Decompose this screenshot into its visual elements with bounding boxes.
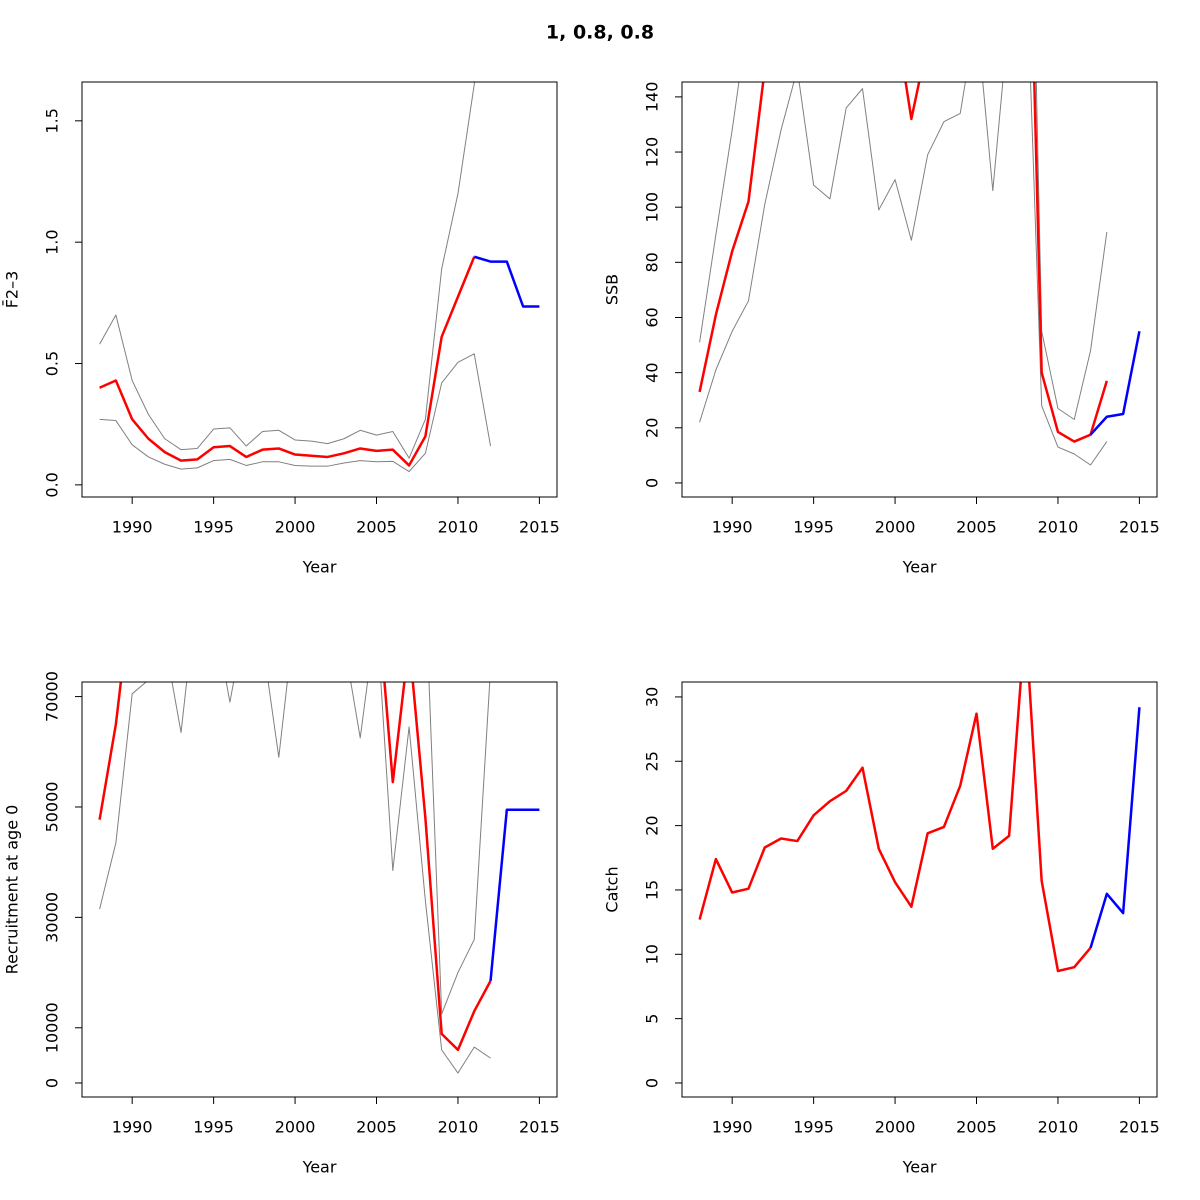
x-tick-label: 2015 — [1119, 1118, 1160, 1137]
y-tick-label: 120 — [643, 137, 662, 168]
y-tick-label: 50000 — [43, 782, 62, 833]
series-line — [99, 82, 475, 459]
x-tick-label: 1990 — [712, 518, 753, 537]
figure-title: 1, 0.8, 0.8 — [546, 22, 654, 44]
plot-area — [698, 82, 1141, 466]
x-tick-label: 2015 — [519, 518, 560, 537]
y-axis-label: SSB — [603, 274, 622, 305]
series-line — [99, 682, 491, 1074]
x-tick-label: 2010 — [438, 518, 479, 537]
series-line — [698, 682, 1092, 973]
series-line — [489, 808, 540, 981]
plot-area — [698, 682, 1141, 973]
x-tick-label: 1995 — [193, 518, 234, 537]
x-tick-label: 1990 — [712, 1118, 753, 1137]
x-tick-label: 1990 — [112, 518, 153, 537]
x-tick-label: 1990 — [112, 1118, 153, 1137]
y-tick-label: 0.5 — [43, 351, 62, 376]
x-tick-label: 2000 — [275, 1118, 316, 1137]
x-tick-label: 2010 — [1038, 1118, 1079, 1137]
y-tick-label: 30 — [643, 687, 662, 707]
y-tick-label: 80 — [643, 252, 662, 272]
series-line — [1089, 707, 1141, 949]
x-tick-label: 2015 — [519, 1118, 560, 1137]
x-tick-label: 2005 — [356, 1118, 397, 1137]
x-tick-label: 2005 — [956, 1118, 997, 1137]
y-tick-label: 30000 — [43, 892, 62, 943]
y-tick-label: 25 — [643, 751, 662, 771]
y-tick-label: 10000 — [43, 1002, 62, 1053]
y-tick-label: 0 — [643, 1078, 662, 1088]
y-axis-label: F̄2–3 — [3, 271, 22, 309]
series-line — [699, 82, 1108, 466]
y-tick-label: 70000 — [43, 671, 62, 722]
x-tick-label: 2000 — [875, 1118, 916, 1137]
x-tick-label: 1995 — [793, 518, 834, 537]
series-line — [98, 682, 492, 1052]
series-line — [99, 353, 492, 473]
x-tick-label: 2000 — [875, 518, 916, 537]
x-tick-label: 2015 — [1119, 518, 1160, 537]
x-axis-label: Year — [902, 1158, 937, 1177]
series-line — [699, 82, 1108, 421]
series-line — [99, 256, 476, 467]
x-tick-label: 2010 — [1038, 518, 1079, 537]
y-tick-label: 10 — [643, 944, 662, 964]
y-tick-label: 60 — [643, 307, 662, 327]
x-axis-label: Year — [302, 1158, 337, 1177]
y-tick-label: 0.0 — [43, 472, 62, 497]
y-tick-label: 20 — [643, 418, 662, 438]
x-tick-label: 1995 — [793, 1118, 834, 1137]
y-tick-label: 1.5 — [43, 108, 62, 133]
y-tick-label: 0 — [643, 478, 662, 488]
x-tick-label: 2005 — [956, 518, 997, 537]
y-axis-label: Catch — [603, 866, 622, 912]
series-line — [473, 255, 540, 308]
x-axis-label: Year — [902, 558, 937, 577]
x-tick-label: 2010 — [438, 1118, 479, 1137]
y-tick-label: 0 — [43, 1078, 62, 1088]
y-axis-label: Recruitment at age 0 — [3, 805, 22, 975]
y-tick-label: 40 — [643, 362, 662, 382]
series-line — [698, 82, 1109, 443]
x-tick-label: 2000 — [275, 518, 316, 537]
x-axis-label: Year — [302, 558, 337, 577]
y-tick-label: 5 — [643, 1014, 662, 1024]
y-tick-label: 20 — [643, 815, 662, 835]
y-tick-label: 1.0 — [43, 229, 62, 254]
series-line — [1089, 331, 1141, 436]
plot-area — [99, 82, 540, 473]
y-tick-label: 100 — [643, 192, 662, 223]
y-tick-label: 15 — [643, 880, 662, 900]
y-tick-label: 140 — [643, 82, 662, 113]
x-tick-label: 1995 — [193, 1118, 234, 1137]
x-tick-label: 2005 — [356, 518, 397, 537]
plot-area — [98, 682, 540, 1074]
